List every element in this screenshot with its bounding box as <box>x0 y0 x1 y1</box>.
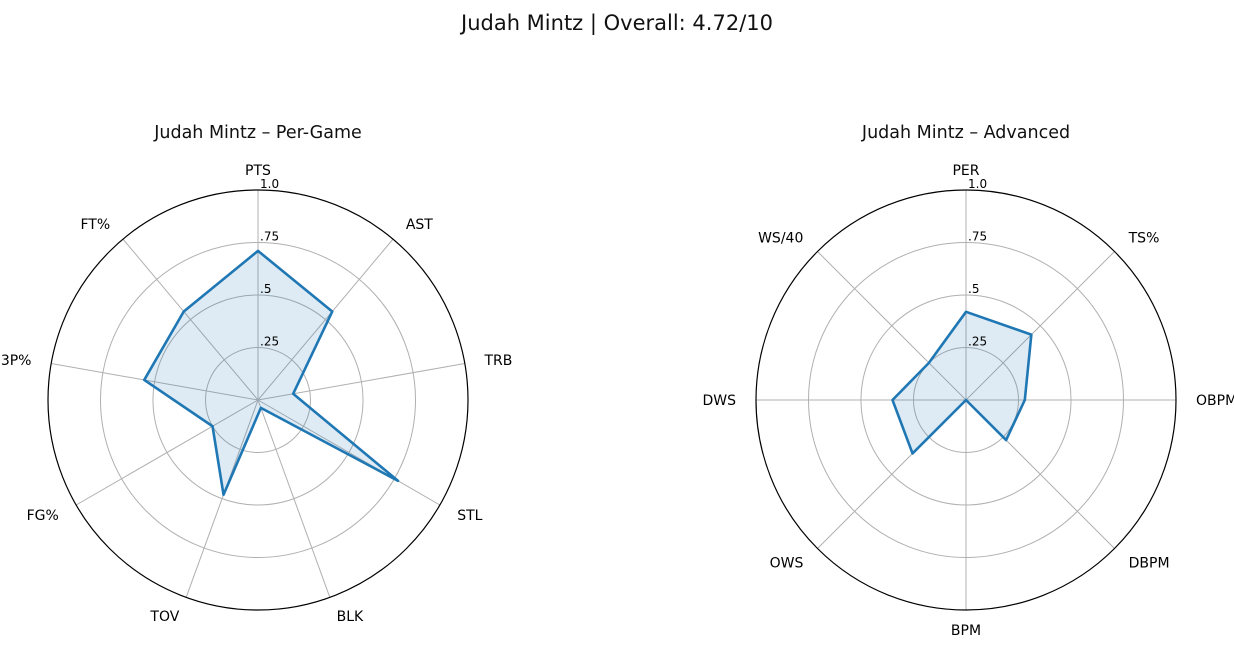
per-game-spoke-blk <box>257 399 331 598</box>
per-game-data-line <box>142 249 400 497</box>
advanced-spoke-ts-pct <box>965 251 1115 401</box>
advanced-axis-label-dbpm: DBPM <box>1129 556 1170 572</box>
per-game-spoke-ft-pct <box>122 238 259 401</box>
per-game-data-area <box>144 250 399 495</box>
per-game-radial-tick-label: .25 <box>260 335 279 349</box>
advanced-data-area <box>892 311 1032 454</box>
per-game-axis-label-stl: STL <box>457 508 482 524</box>
figure-title: Judah Mintz | Overall: 4.72/10 <box>459 11 773 36</box>
per-game-spoke-ast <box>257 238 394 401</box>
per-game-radial-tick-label: 1.0 <box>260 177 279 191</box>
per-game-spoke-3p-pct <box>51 363 259 401</box>
advanced-outer-frame <box>755 189 1177 611</box>
per-game-spoke-stl <box>257 399 441 506</box>
per-game-spoke-fg-pct <box>75 399 259 506</box>
advanced-radial-tick-label: .5 <box>968 282 979 296</box>
advanced-spoke-ws-40 <box>817 251 967 401</box>
advanced-axis-label-bpm: BPM <box>951 623 981 639</box>
per-game-axis-label-3p-pct: 3P% <box>1 353 32 369</box>
advanced-axis-label-ows: OWS <box>770 556 804 572</box>
per-game-spoke-tov <box>185 399 259 598</box>
per-game-radial-tick-label: .75 <box>260 230 279 244</box>
advanced-chart-title: Judah Mintz – Advanced <box>861 123 1070 143</box>
per-game-radial-tick-label: .5 <box>260 282 271 296</box>
advanced-axis-label-ts-pct: TS% <box>1128 230 1160 246</box>
per-game-axis-label-trb: TRB <box>484 353 513 369</box>
per-game-chart-title: Judah Mintz – Per-Game <box>153 123 362 143</box>
advanced-axis-label-ws-40: WS/40 <box>758 230 803 246</box>
per-game-axis-label-pts: PTS <box>245 163 271 179</box>
per-game-axis-label-blk: BLK <box>337 609 364 625</box>
per-game-outer-frame <box>47 189 469 611</box>
advanced-axis-label-per: PER <box>952 163 979 179</box>
per-game-axis-label-ast: AST <box>406 217 433 233</box>
advanced-radial-tick-label: .75 <box>968 230 987 244</box>
advanced-axis-label-dws: DWS <box>702 393 736 409</box>
advanced-radial-tick-label: 1.0 <box>968 177 987 191</box>
per-game-axis-label-fg-pct: FG% <box>27 508 59 524</box>
advanced-radial-tick-label: .25 <box>968 335 987 349</box>
per-game-axis-label-tov: TOV <box>149 609 179 625</box>
per-game-axis-label-ft-pct: FT% <box>80 217 110 233</box>
advanced-axis-label-obpm: OBPM <box>1196 393 1234 409</box>
